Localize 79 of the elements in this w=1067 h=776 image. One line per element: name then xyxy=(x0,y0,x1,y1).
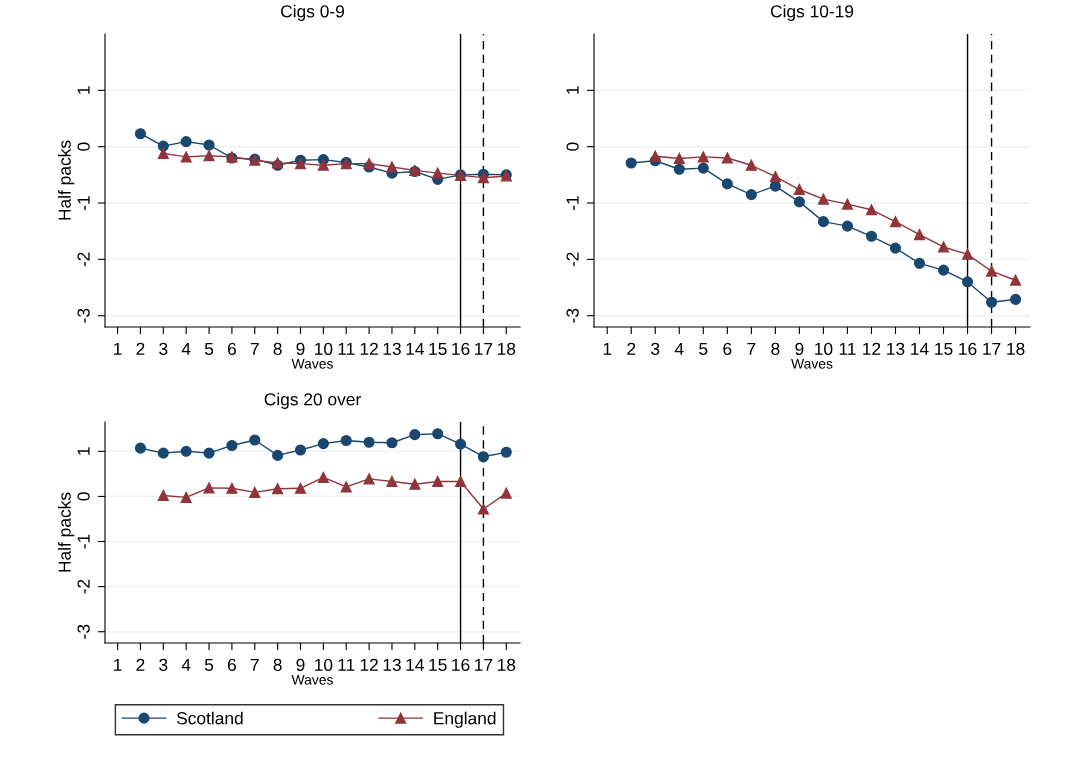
x-tick-label: 2 xyxy=(627,342,636,355)
x-tick-label: 18 xyxy=(497,342,516,356)
x-tick-label: 16 xyxy=(452,342,470,356)
x-axis-title: Waves xyxy=(791,358,833,369)
x-tick-label: 7 xyxy=(250,342,259,355)
chart-title: Cigs 0-9 xyxy=(281,4,344,21)
x-tick-label: 2 xyxy=(136,658,145,671)
y-tick-label: 1 xyxy=(77,86,90,94)
x-tick-label: 1 xyxy=(603,342,612,355)
x-tick-label: 7 xyxy=(250,658,259,671)
x-axis-title: Waves xyxy=(291,358,333,369)
x-tick-label: 4 xyxy=(674,342,684,355)
chart-title: Cigs 10-19 xyxy=(770,4,854,21)
y-tick-label: 0 xyxy=(77,142,90,151)
x-tick-label: 6 xyxy=(227,658,236,672)
x-tick-label: 7 xyxy=(747,342,756,355)
x-tick-label: 11 xyxy=(338,658,355,671)
y-tick-label: 0 xyxy=(566,142,579,151)
y-tick-label: 0 xyxy=(77,492,90,501)
x-tick-label: 15 xyxy=(429,658,447,672)
x-tick-label: 17 xyxy=(475,342,493,355)
x-tick-label: 15 xyxy=(935,342,953,356)
y-tick-label: 1 xyxy=(566,86,579,94)
x-tick-label: 2 xyxy=(136,342,145,355)
x-tick-label: 13 xyxy=(383,342,401,356)
x-tick-label: 17 xyxy=(983,342,1001,355)
x-tick-label: 3 xyxy=(159,342,168,356)
chart-title: Cigs 20 over xyxy=(264,392,361,409)
y-tick-label: -2 xyxy=(77,252,90,267)
x-tick-label: 15 xyxy=(429,342,447,356)
x-tick-label: 13 xyxy=(887,342,905,356)
x-tick-label: 12 xyxy=(360,658,378,671)
x-tick-label: 13 xyxy=(383,658,401,672)
x-tick-label: 10 xyxy=(315,342,333,356)
legend-label: England xyxy=(434,711,496,728)
x-tick-label: 18 xyxy=(1007,342,1025,356)
x-tick-label: 5 xyxy=(204,342,214,356)
x-tick-label: 16 xyxy=(452,658,470,672)
x-tick-label: 14 xyxy=(911,342,929,355)
x-axis-title: Waves xyxy=(291,674,333,685)
x-tick-label: 8 xyxy=(273,342,282,356)
x-tick-label: 3 xyxy=(159,658,168,672)
x-tick-label: 14 xyxy=(406,342,424,355)
x-tick-label: 11 xyxy=(839,342,856,355)
x-tick-label: 1 xyxy=(114,342,122,355)
x-tick-label: 5 xyxy=(204,658,214,672)
y-tick-label: -1 xyxy=(566,196,579,210)
x-tick-label: 12 xyxy=(360,342,378,355)
legend-label: Scotland xyxy=(176,711,243,725)
x-tick-label: 4 xyxy=(181,342,191,355)
y-tick-label: -3 xyxy=(77,308,90,323)
x-tick-label: 16 xyxy=(959,342,977,356)
x-tick-label: 8 xyxy=(771,342,780,356)
x-tick-label: 12 xyxy=(863,342,881,355)
y-axis-title: Half packs xyxy=(58,492,75,572)
x-tick-label: 10 xyxy=(315,658,333,672)
y-tick-label: -1 xyxy=(77,196,90,210)
x-tick-label: 17 xyxy=(475,658,493,671)
x-tick-label: 9 xyxy=(795,342,804,356)
y-tick-label: -3 xyxy=(77,624,90,639)
x-tick-label: 5 xyxy=(699,342,708,356)
y-tick-label: -1 xyxy=(77,534,90,549)
x-tick-label: 10 xyxy=(815,342,833,356)
x-tick-label: 11 xyxy=(338,342,355,355)
x-tick-label: 8 xyxy=(273,658,282,672)
y-tick-label: -3 xyxy=(566,308,579,323)
x-tick-label: 6 xyxy=(723,342,732,356)
x-tick-label: 18 xyxy=(497,658,516,672)
x-tick-label: 1 xyxy=(114,658,122,671)
x-tick-label: 9 xyxy=(296,342,305,356)
y-tick-label: -2 xyxy=(77,579,90,594)
y-tick-label: 1 xyxy=(77,447,90,455)
y-tick-label: -2 xyxy=(566,252,579,267)
x-tick-label: 6 xyxy=(227,342,236,356)
x-tick-label: 3 xyxy=(651,342,660,356)
x-tick-label: 9 xyxy=(296,658,305,672)
y-axis-title: Half packs xyxy=(58,140,75,220)
x-tick-label: 4 xyxy=(181,658,191,671)
x-tick-label: 14 xyxy=(406,658,424,671)
